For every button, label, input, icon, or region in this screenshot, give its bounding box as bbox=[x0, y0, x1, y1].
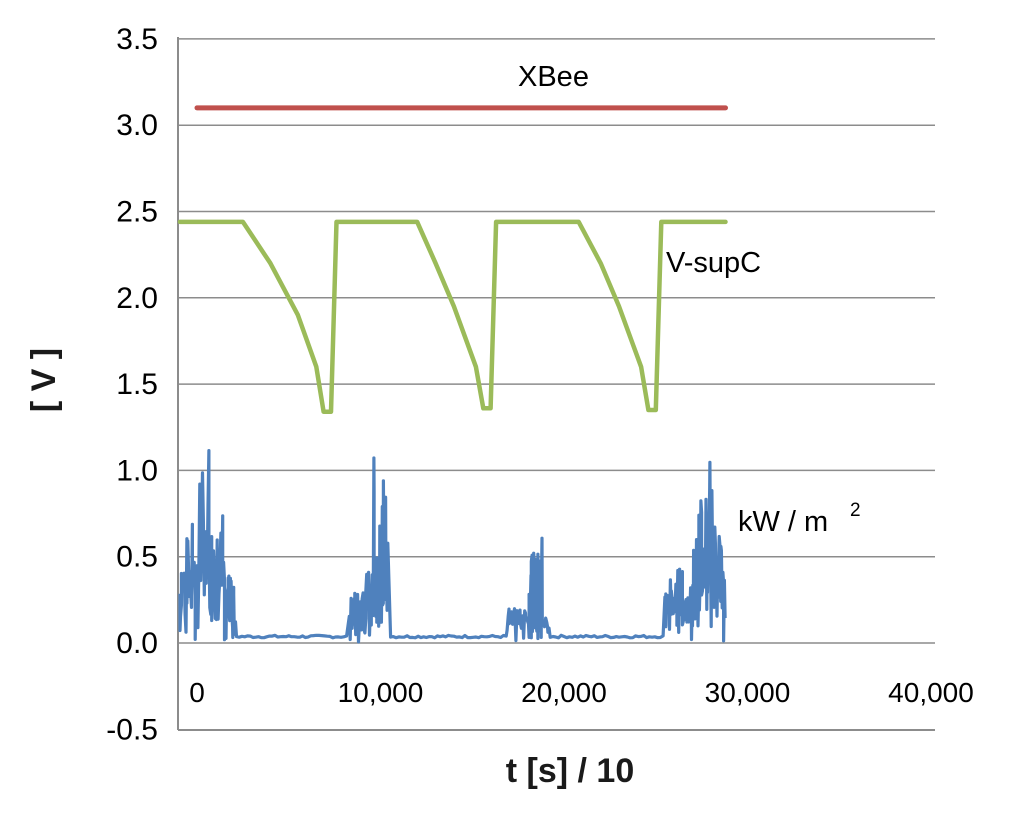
series-lines bbox=[177, 105, 728, 644]
y-tick-label: 1.0 bbox=[116, 454, 158, 487]
y-tick-label: -0.5 bbox=[106, 713, 158, 746]
y-axis-title: [ V ] bbox=[25, 348, 63, 412]
x-axis-title: t [s] / 10 bbox=[506, 752, 634, 790]
y-tick-label: 0.5 bbox=[116, 541, 158, 574]
series-label-xbee: XBee bbox=[518, 61, 589, 93]
y-tick-label: 3.5 bbox=[116, 23, 158, 56]
gridlines bbox=[177, 37, 935, 731]
x-tick-label: 30,000 bbox=[705, 677, 791, 708]
series-line-irradiance bbox=[178, 449, 727, 644]
y-tick-label: 3.0 bbox=[116, 109, 158, 142]
x-tick-label: 20,000 bbox=[521, 677, 607, 708]
series-label-irradiance-superscript: 2 bbox=[850, 500, 861, 521]
y-tick-labels: -0.5 0.0 0.5 1.0 1.5 2.0 2.5 3.0 3.5 bbox=[106, 23, 158, 746]
y-tick-label: 2.5 bbox=[116, 196, 158, 229]
x-tick-labels: 0 10,000 20,000 30,000 40,000 bbox=[189, 677, 974, 708]
y-tick-label: 2.0 bbox=[116, 282, 158, 315]
series-line-vsupc bbox=[177, 219, 728, 414]
x-tick-label: 10,000 bbox=[338, 677, 424, 708]
x-tick-label: 0 bbox=[189, 677, 205, 708]
series-label-vsupc: V-supC bbox=[666, 247, 761, 279]
x-tick-label: 40,000 bbox=[888, 677, 974, 708]
series-label-irradiance: kW / m bbox=[738, 506, 828, 538]
y-tick-label: 1.5 bbox=[116, 368, 158, 401]
y-tick-label: 0.0 bbox=[116, 627, 158, 660]
